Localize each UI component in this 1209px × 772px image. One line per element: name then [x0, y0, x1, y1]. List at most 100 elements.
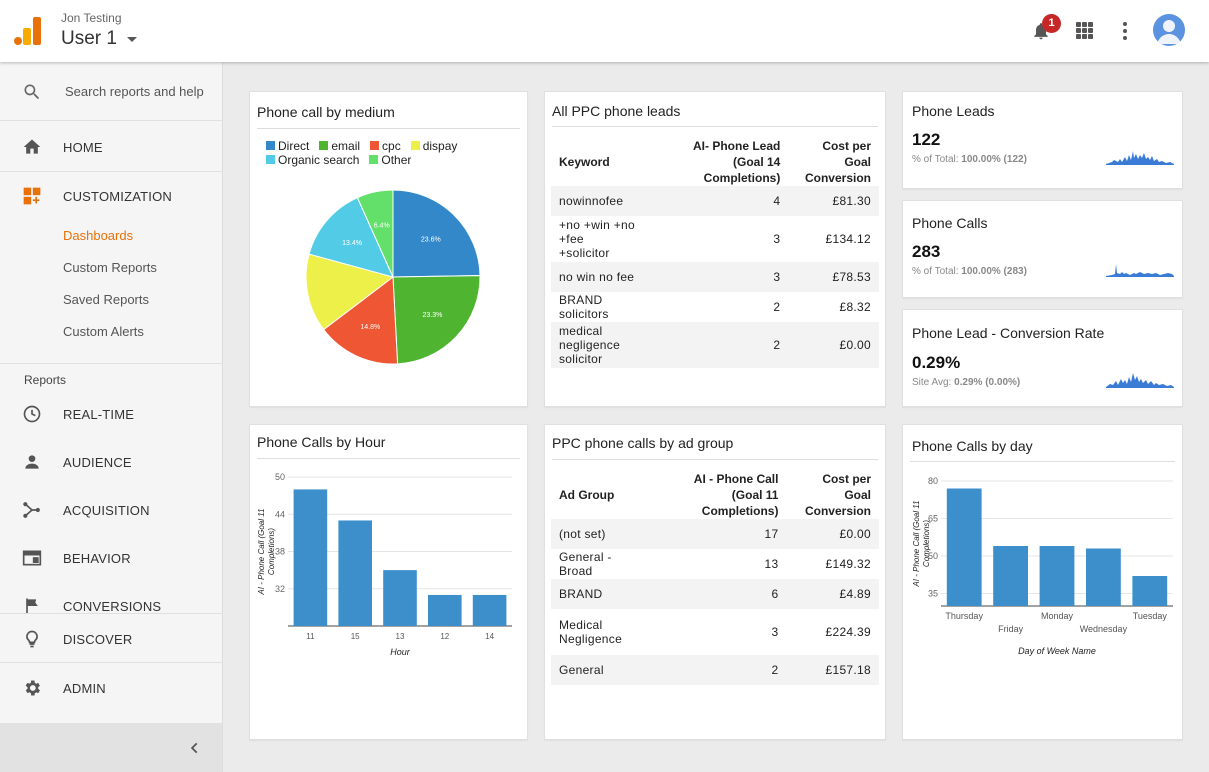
- nav-customization[interactable]: CUSTOMIZATION: [0, 172, 222, 220]
- gear-icon: [25, 680, 40, 696]
- widget-title: Phone Leads: [912, 103, 995, 119]
- column-header[interactable]: Cost per Goal Conversion: [804, 472, 871, 518]
- pie-slice-3[interactable]: [305, 253, 395, 331]
- bar[interactable]: [293, 489, 328, 626]
- nav-admin-label: ADMIN: [63, 681, 106, 696]
- nav-conversions-label: CONVERSIONS: [63, 599, 162, 613]
- table-cell: 6: [652, 579, 787, 609]
- person-icon: [25, 455, 39, 469]
- column-header[interactable]: Keyword: [559, 155, 610, 169]
- nav-conversions[interactable]: CONVERSIONS: [0, 582, 222, 613]
- legend-label: Organic search: [278, 153, 360, 167]
- table-cell: £78.53: [788, 262, 879, 292]
- bar[interactable]: [1132, 576, 1168, 606]
- view-selector[interactable]: User 1: [61, 28, 137, 50]
- bar[interactable]: [338, 520, 372, 626]
- column-header[interactable]: Cost per Goal Conversion: [804, 139, 871, 185]
- table-cell: 3: [773, 232, 781, 246]
- pie-slice-label: 23.6%: [421, 237, 441, 244]
- nav-discover[interactable]: DISCOVER: [0, 615, 222, 663]
- x-axis-title: Day of Week Name: [1018, 646, 1096, 656]
- table-row: General 2 £157.18: [551, 655, 879, 685]
- table-cell: £224.39: [825, 625, 871, 639]
- table-cell: £81.30: [788, 186, 879, 216]
- collapse-sidebar-button[interactable]: [0, 723, 222, 772]
- bar[interactable]: [472, 594, 507, 626]
- app-header: Jon Testing User 1 1: [0, 0, 1209, 62]
- x-tick-label: 11: [306, 632, 315, 641]
- chevron-down-icon: [126, 36, 137, 42]
- widget-ppc-leads: All PPC phone leads Keyword AI- Phone Lea…: [544, 91, 886, 407]
- widget-title: PPC phone calls by ad group: [552, 435, 734, 451]
- pie-slice-5[interactable]: [356, 189, 394, 278]
- flag-icon: [26, 598, 38, 613]
- x-tick-label: Friday: [998, 624, 1024, 634]
- legend-swatch: [266, 141, 275, 150]
- legend-label: cpc: [382, 139, 401, 153]
- bar[interactable]: [428, 594, 462, 626]
- analytics-logo-icon[interactable]: [14, 17, 42, 45]
- more-vert-icon[interactable]: [1121, 22, 1129, 40]
- y-tick-label: 44: [275, 509, 285, 519]
- bar[interactable]: [1086, 548, 1121, 607]
- nav-admin[interactable]: ADMIN: [0, 664, 222, 712]
- chevron-left-icon: [190, 742, 198, 754]
- nav-acquisition-label: ACQUISITION: [63, 503, 150, 518]
- pie-slice-label: 6.4%: [374, 222, 390, 229]
- x-axis-title: Hour: [390, 647, 411, 657]
- hour-bar-chart: 32 38 44 50 11 15 13 12 14 Hour AI - Phone Call (G…: [257, 472, 512, 657]
- view-name: User 1: [61, 28, 117, 49]
- table-cell: General: [551, 655, 653, 685]
- widget-phone-calls: Phone Calls 283 % of Total: 100.00% (283…: [902, 200, 1183, 298]
- column-header[interactable]: AI - Phone Call (Goal 11 Completions): [693, 472, 779, 518]
- legend-swatch: [370, 141, 380, 150]
- widget-title: Phone Calls: [912, 215, 988, 231]
- search-input[interactable]: Search reports and help: [65, 84, 204, 99]
- kpi-subtext: % of Total: 100.00% (122): [912, 154, 1027, 165]
- kpi-subtext: % of Total: 100.00% (283): [912, 266, 1027, 277]
- pie-slice-2[interactable]: [322, 276, 399, 365]
- widget-ad-groups: PPC phone calls by ad group Ad Group AI -…: [544, 424, 886, 740]
- column-header[interactable]: Ad Group: [559, 488, 615, 502]
- day-bar-chart: 35 50 65 80 Thursday Friday Monday Wednesday Tue…: [912, 476, 1173, 656]
- avatar[interactable]: [1153, 14, 1185, 46]
- pie-slice-0[interactable]: [392, 189, 481, 278]
- nav-acquisition[interactable]: ACQUISITION: [0, 486, 222, 534]
- nav-audience[interactable]: AUDIENCE: [0, 438, 222, 486]
- pie-slice-label: 13.4%: [342, 240, 362, 247]
- table-cell: BRAND: [551, 579, 653, 609]
- nav-custom-reports[interactable]: Custom Reports: [63, 260, 157, 275]
- widget-title: All PPC phone leads: [552, 103, 681, 119]
- bar[interactable]: [993, 546, 1028, 606]
- table-cell: medical negligence solicitor: [551, 322, 662, 368]
- search-icon: [24, 84, 40, 100]
- column-header[interactable]: AI- Phone Lead (Goal 14 Completions): [693, 139, 781, 185]
- widget-phone-leads: Phone Leads 122 % of Total: 100.00% (122…: [902, 91, 1183, 189]
- nav-home[interactable]: HOME: [0, 123, 222, 171]
- pie-slice-1[interactable]: [392, 275, 481, 365]
- table-header-row: Ad Group AI - Phone Call (Goal 11 Complet…: [551, 471, 879, 519]
- bar[interactable]: [946, 488, 982, 607]
- table-row: General - Broad 13 £149.32: [551, 549, 879, 579]
- kpi-value: 122: [912, 130, 941, 149]
- table-row: medical negligence solicitor 2 £0.00: [551, 322, 879, 368]
- nav-realtime[interactable]: REAL-TIME: [0, 390, 222, 438]
- widget-conversion-rate: Phone Lead - Conversion Rate 0.29% Site …: [902, 309, 1183, 407]
- nav-behavior[interactable]: BEHAVIOR: [0, 534, 222, 582]
- apps-grid-icon[interactable]: [1076, 22, 1093, 39]
- pie-slice-4[interactable]: [308, 196, 394, 278]
- x-tick-label: 13: [396, 632, 405, 641]
- acquisition-icon: [23, 502, 40, 518]
- legend-label: dispay: [422, 139, 458, 153]
- search-bar[interactable]: Search reports and help: [0, 62, 222, 121]
- nav-saved-reports[interactable]: Saved Reports: [63, 292, 149, 307]
- customization-icon: [23, 187, 41, 205]
- table-header-row: Keyword AI- Phone Lead (Goal 14 Completio…: [551, 138, 879, 186]
- nav-custom-alerts[interactable]: Custom Alerts: [63, 324, 144, 339]
- nav-dashboards[interactable]: Dashboards: [63, 228, 134, 243]
- bar[interactable]: [383, 570, 417, 626]
- table-cell: 2: [661, 322, 789, 368]
- behavior-icon: [22, 550, 42, 566]
- x-tick-label: 15: [351, 632, 360, 641]
- bar[interactable]: [1039, 546, 1075, 606]
